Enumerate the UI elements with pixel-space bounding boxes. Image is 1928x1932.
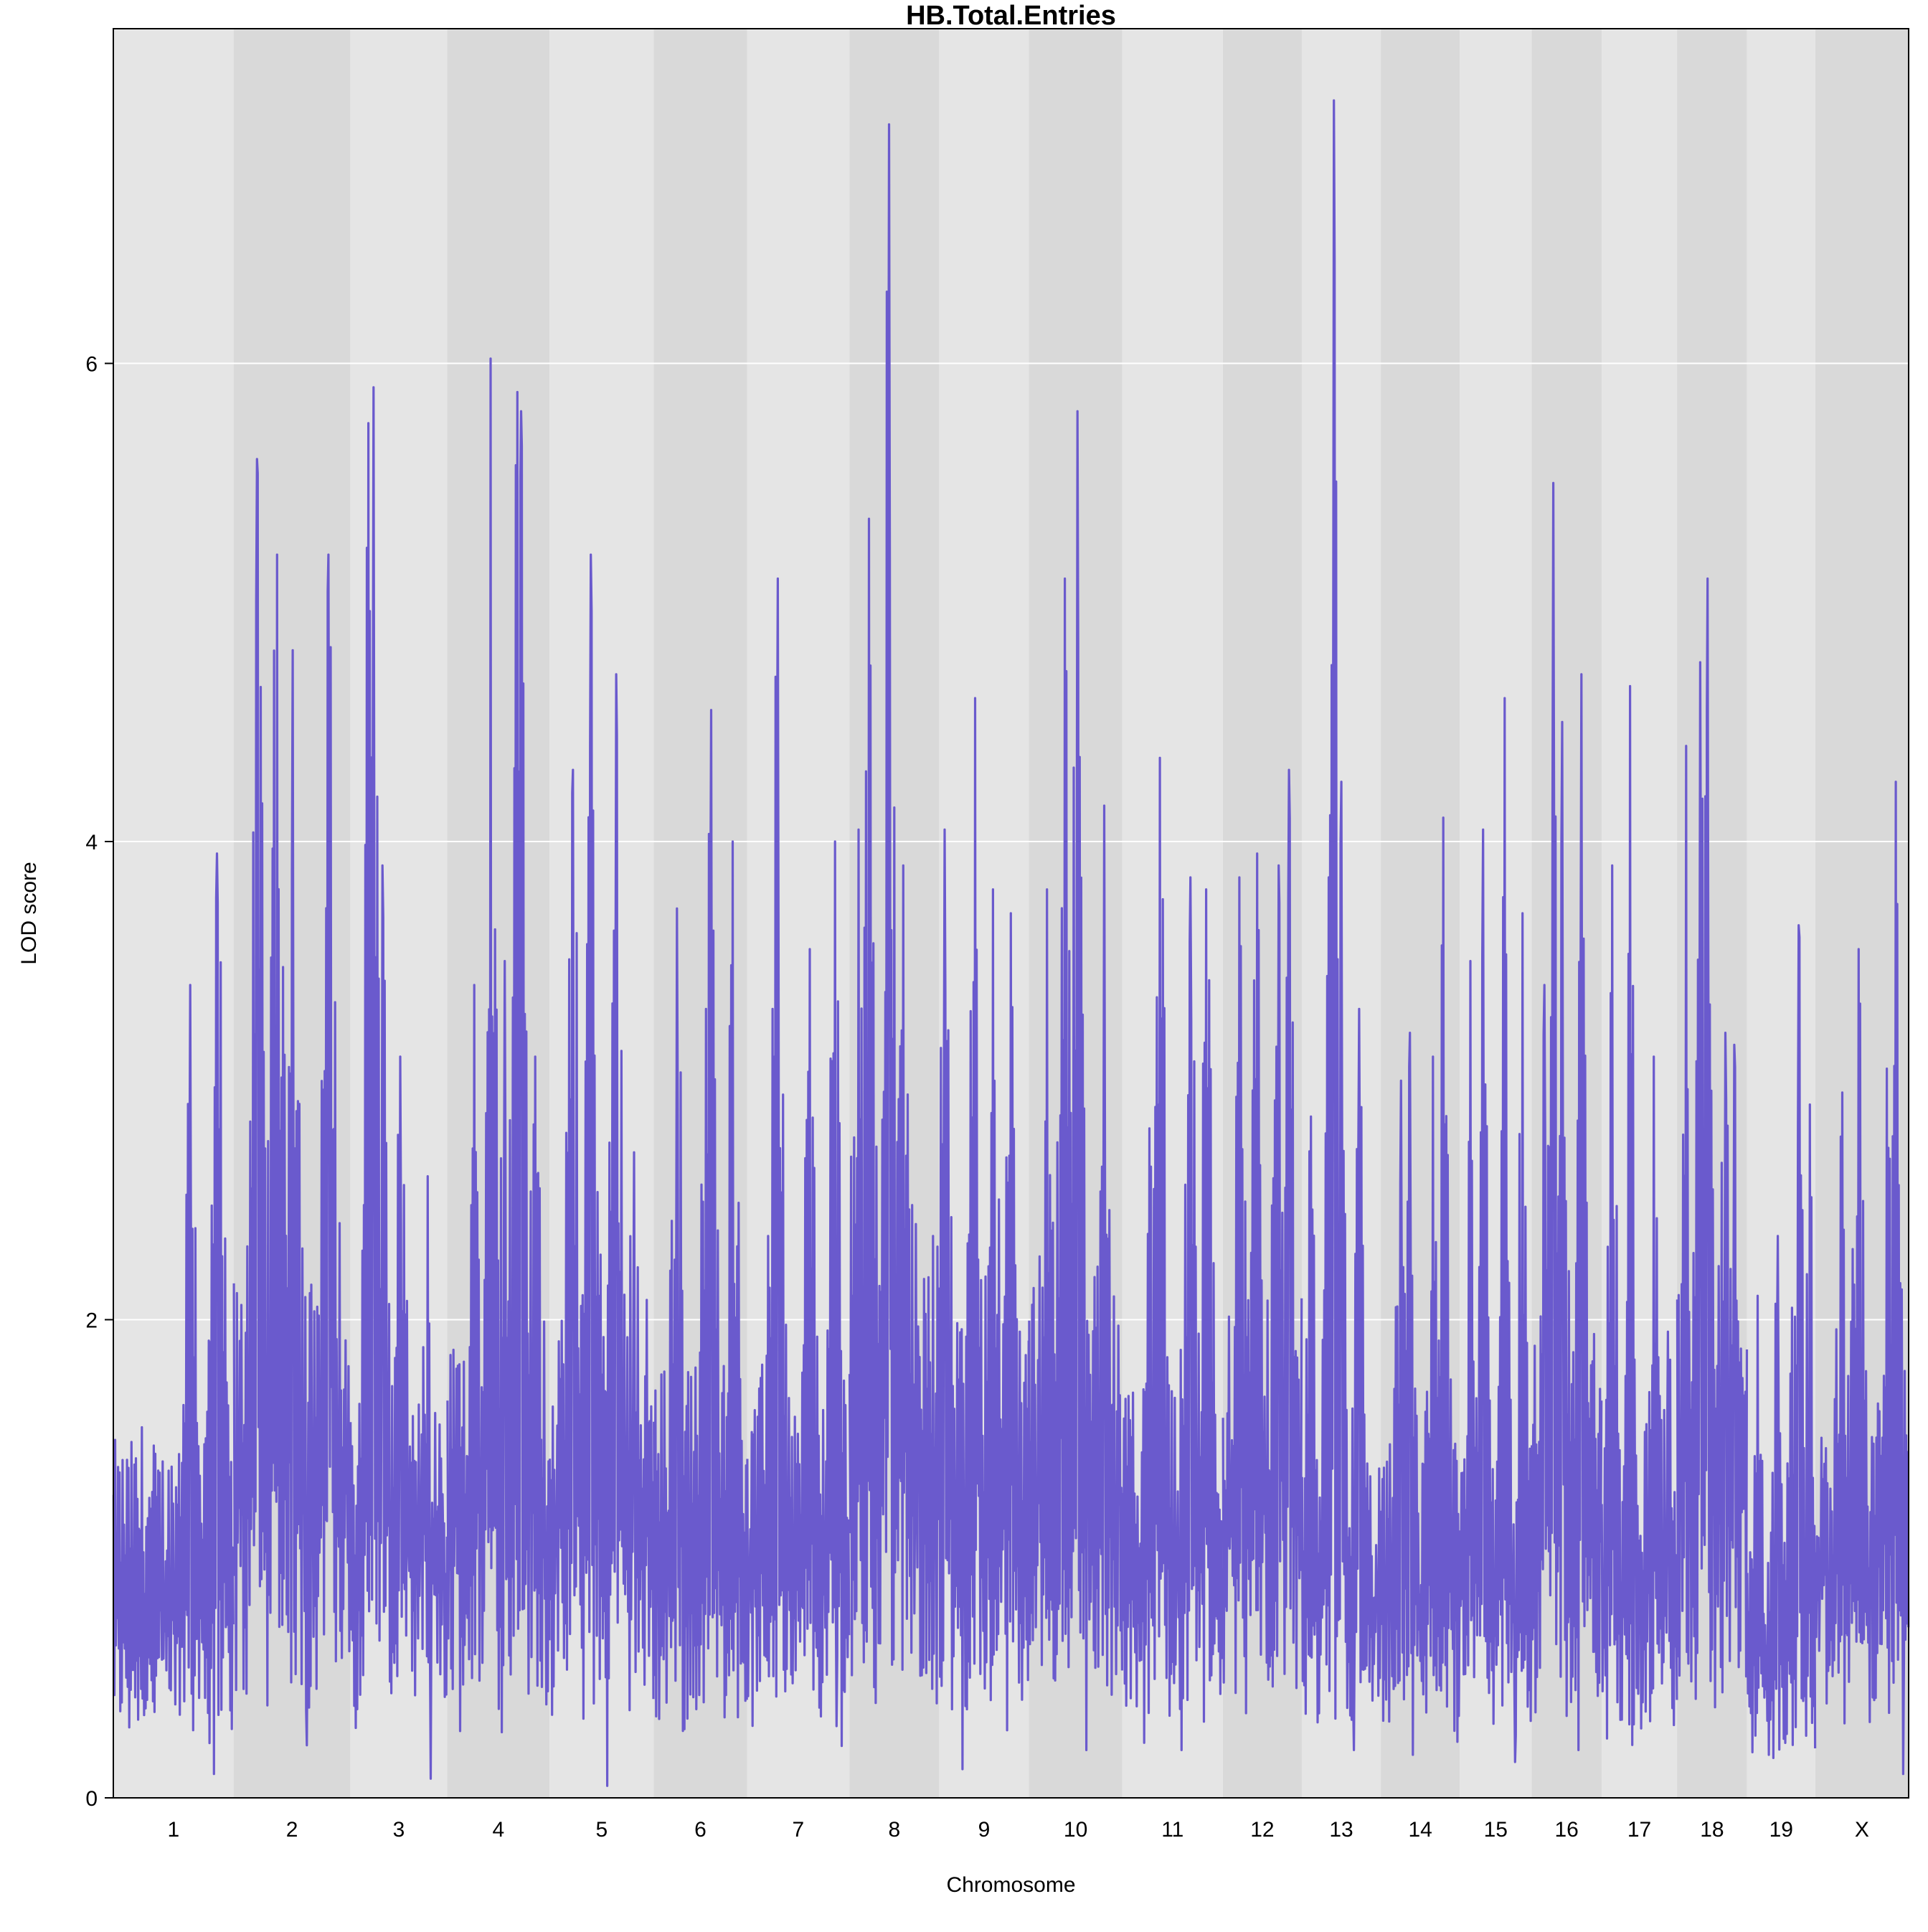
lod-line-chr-19: [1746, 924, 1817, 1759]
lod-line-chr-3: [349, 386, 448, 1780]
plot-frame: [113, 28, 1909, 1799]
lod-line-chr-15: [1458, 697, 1533, 1763]
x-tick-label-chr-15: 15: [1484, 1818, 1508, 1842]
lod-line-chr-9: [938, 697, 1030, 1771]
x-tick-label-chr-10: 10: [1064, 1818, 1087, 1842]
x-tick-label-chr-X: X: [1855, 1818, 1869, 1842]
x-tick-label-chr-3: 3: [393, 1818, 405, 1842]
lod-line-chr-5: [548, 553, 655, 1787]
lod-line-chr-14: [1379, 816, 1461, 1756]
lod-line-chr-1: [112, 852, 235, 1776]
lod-line-chr-X: [1814, 781, 1910, 1776]
lod-line-chr-12: [1221, 768, 1303, 1715]
x-tick-label-chr-7: 7: [793, 1818, 805, 1842]
lod-line-chr-8: [848, 123, 940, 1705]
x-tick-label-chr-13: 13: [1329, 1818, 1353, 1842]
x-tick-label-chr-6: 6: [694, 1818, 707, 1842]
lod-line-chr-6: [653, 709, 748, 1733]
x-tick-label-chr-18: 18: [1700, 1818, 1724, 1842]
lod-line-chr-17: [1600, 684, 1678, 1746]
x-tick-labels: 1 2 3 4 5 6 7 8 9 10 11 12 13 14 15 16 17 18 19 X: [168, 1818, 1869, 1842]
y-tick-labels: 0 2 4 6: [85, 353, 113, 1811]
x-tick-label-chr-12: 12: [1250, 1818, 1274, 1842]
lod-line-chr-2: [232, 458, 351, 1747]
y-axis-label: LOD score: [17, 862, 41, 964]
y-tick-label-0: 0: [85, 1787, 98, 1811]
lod-line-chr-7: [746, 577, 851, 1748]
x-tick-label-chr-8: 8: [888, 1818, 900, 1842]
lod-line-chr-11: [1121, 756, 1224, 1751]
lod-line-chr-16: [1531, 481, 1603, 1751]
lod-line-chr-4: [446, 357, 551, 1734]
y-tick-label-6: 6: [85, 353, 98, 377]
x-tick-label-chr-2: 2: [286, 1818, 298, 1842]
x-tick-label-chr-14: 14: [1408, 1818, 1432, 1842]
x-tick-label-chr-4: 4: [493, 1818, 505, 1842]
lod-line-chr-10: [1028, 410, 1124, 1751]
x-axis-label: Chromosome: [946, 1873, 1075, 1897]
x-tick-label-chr-5: 5: [595, 1818, 608, 1842]
x-tick-label-chr-17: 17: [1627, 1818, 1651, 1842]
x-tick-label-chr-16: 16: [1554, 1818, 1578, 1842]
x-tick-label-chr-1: 1: [168, 1818, 180, 1842]
lod-line-chr-18: [1676, 577, 1749, 1709]
x-tick-label-chr-19: 19: [1769, 1818, 1793, 1842]
x-tick-label-chr-11: 11: [1161, 1818, 1183, 1842]
y-tick-label-2: 2: [85, 1309, 98, 1333]
lod-line-chr-13: [1300, 99, 1382, 1751]
y-tick-label-4: 4: [85, 831, 98, 854]
x-tick-label-chr-9: 9: [978, 1818, 991, 1842]
lod-line-layer: [112, 99, 1910, 1787]
chart-title: HB.Total.Entries: [906, 1, 1116, 31]
